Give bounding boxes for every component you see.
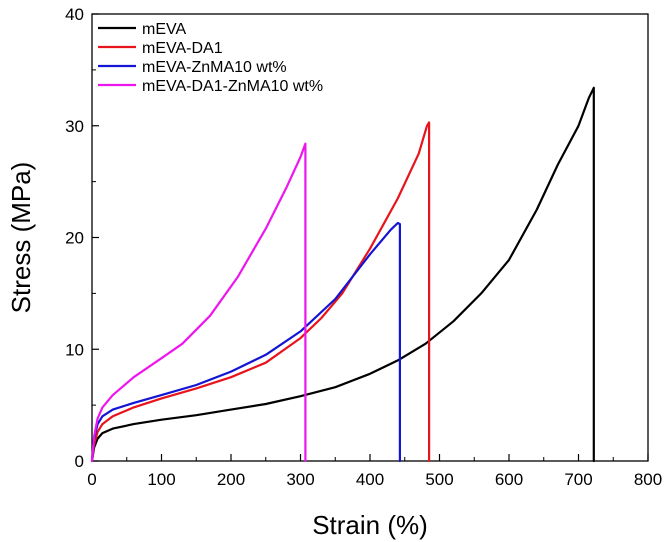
legend-label: mEVA-DA1-ZnMA10 wt% bbox=[142, 78, 323, 95]
series-line-2 bbox=[90, 121, 431, 463]
x-tick-label: 700 bbox=[564, 470, 592, 489]
y-axis-title: Stress (MPa) bbox=[6, 162, 36, 314]
x-tick-label: 500 bbox=[425, 470, 453, 489]
series-layer bbox=[90, 86, 595, 463]
y-tick-label: 0 bbox=[75, 452, 84, 471]
x-tick-label: 300 bbox=[286, 470, 314, 489]
x-axis-title: Strain (%) bbox=[312, 510, 428, 540]
axis-ticks: 0 100 200 300 400 500 600 700 800 0 10 20 30 40 bbox=[65, 5, 662, 489]
legend-label: mEVA-DA1 bbox=[142, 40, 223, 57]
y-tick-label: 10 bbox=[65, 340, 84, 359]
y-tick-label: 20 bbox=[65, 229, 84, 248]
series-line-4 bbox=[90, 142, 307, 463]
x-tick-label: 800 bbox=[634, 470, 662, 489]
y-tick-label: 40 bbox=[65, 5, 84, 24]
series-line-1 bbox=[90, 86, 595, 463]
series-line-3 bbox=[90, 221, 401, 463]
x-tick-label: 100 bbox=[147, 470, 175, 489]
x-tick-label: 600 bbox=[495, 470, 523, 489]
legend-label: mEVA bbox=[142, 21, 186, 38]
x-tick-label: 0 bbox=[87, 470, 96, 489]
y-tick-label: 30 bbox=[65, 117, 84, 136]
x-tick-label: 400 bbox=[356, 470, 384, 489]
legend: mEVA mEVA-DA1 mEVA-ZnMA10 wt% mEVA-DA1-ZnMA… bbox=[98, 21, 323, 95]
legend-label: mEVA-ZnMA10 wt% bbox=[142, 59, 287, 76]
x-tick-label: 200 bbox=[217, 470, 245, 489]
